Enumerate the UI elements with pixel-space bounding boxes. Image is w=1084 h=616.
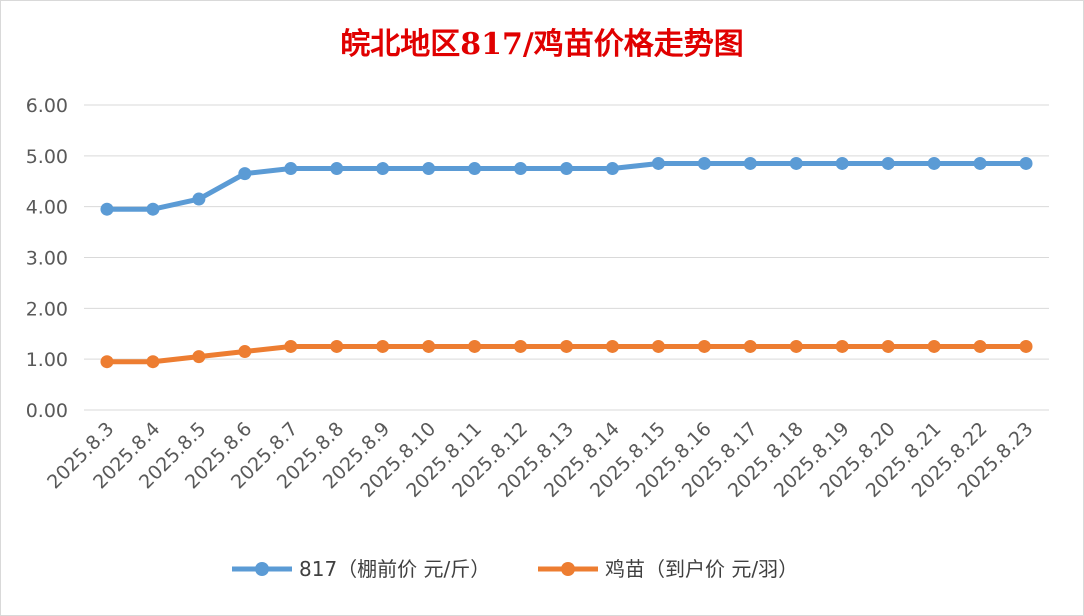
data-point	[605, 339, 619, 353]
series-2	[100, 339, 1033, 369]
series-1	[100, 156, 1033, 216]
gridlines	[84, 104, 1049, 411]
y-tick-label: 4.00	[26, 197, 68, 219]
data-point	[330, 339, 344, 353]
data-point	[1019, 339, 1033, 353]
legend: 817（棚前价 元/斤） 鸡苗（到户价 元/羽）	[232, 557, 798, 581]
data-point	[376, 339, 390, 353]
data-point	[422, 162, 436, 176]
data-point	[514, 162, 528, 176]
y-tick-label: 1.00	[26, 349, 68, 371]
data-point	[973, 339, 987, 353]
data-point	[881, 156, 895, 170]
y-tick-label: 3.00	[26, 248, 68, 270]
data-point	[422, 339, 436, 353]
data-point	[973, 156, 987, 170]
data-point	[284, 162, 298, 176]
data-point	[468, 339, 482, 353]
data-point	[238, 167, 252, 181]
data-point	[100, 202, 114, 216]
legend-label: 817（棚前价 元/斤）	[299, 557, 490, 581]
data-point	[927, 156, 941, 170]
data-point	[514, 339, 528, 353]
legend-marker	[255, 562, 269, 576]
data-point	[789, 339, 803, 353]
data-point	[560, 162, 573, 176]
chart-title: 皖北地区817/鸡苗价格走势图	[340, 27, 744, 62]
data-point	[835, 156, 849, 170]
series-layer	[100, 156, 1033, 369]
y-tick-label: 2.00	[26, 298, 68, 320]
data-point	[560, 339, 573, 353]
legend-marker	[561, 562, 575, 576]
data-point	[146, 355, 160, 369]
y-tick-label: 0.00	[26, 400, 68, 422]
y-tick-label: 6.00	[26, 95, 68, 117]
y-tick-label: 5.00	[26, 146, 68, 168]
data-point	[238, 345, 252, 359]
data-point	[835, 339, 849, 353]
y-axis-ticks: 0.00 1.00 2.00 3.00 4.00 5.00 6.00	[26, 95, 68, 422]
data-point	[1019, 156, 1033, 170]
data-point	[284, 339, 298, 353]
data-point	[651, 339, 665, 353]
data-point	[192, 192, 206, 206]
legend-label: 鸡苗（到户价 元/羽）	[605, 557, 798, 581]
data-point	[376, 162, 390, 176]
data-point	[789, 156, 803, 170]
data-point	[605, 162, 619, 176]
data-point	[927, 339, 941, 353]
data-point	[192, 350, 206, 364]
data-point	[743, 156, 757, 170]
data-point	[697, 339, 711, 353]
legend-item-1: 817（棚前价 元/斤）	[232, 557, 490, 581]
data-point	[651, 156, 665, 170]
data-point	[146, 202, 160, 216]
data-point	[100, 355, 114, 369]
data-point	[330, 162, 344, 176]
data-point	[697, 156, 711, 170]
legend-item-2: 鸡苗（到户价 元/羽）	[538, 557, 798, 581]
data-point	[881, 339, 895, 353]
data-point	[743, 339, 757, 353]
data-point	[468, 162, 482, 176]
